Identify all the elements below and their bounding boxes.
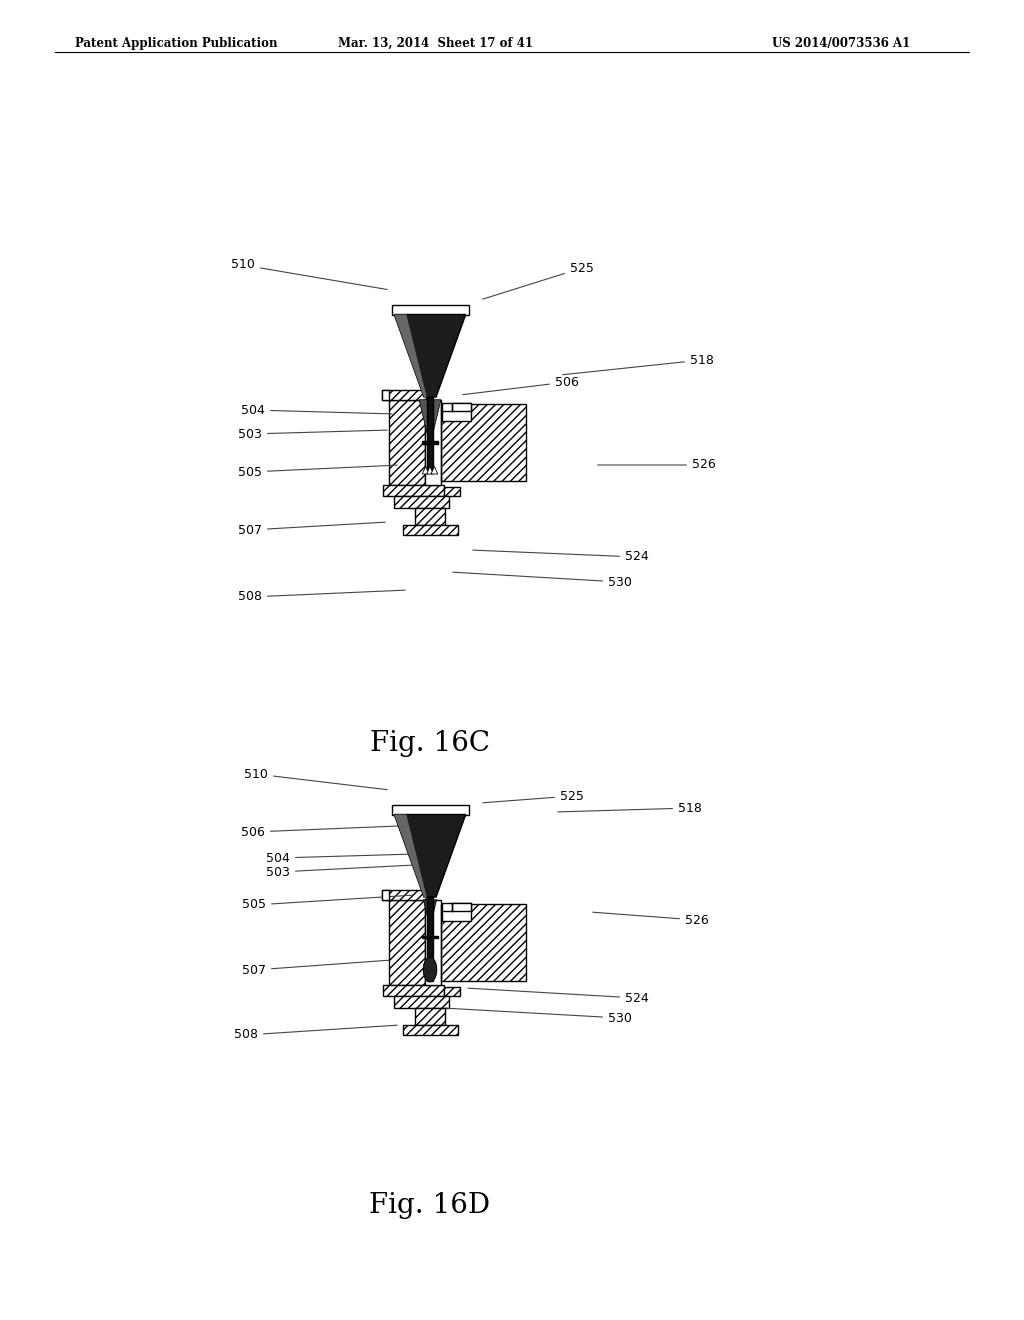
Text: 530: 530 (445, 1008, 632, 1024)
Polygon shape (402, 524, 458, 535)
Text: Mar. 13, 2014  Sheet 17 of 41: Mar. 13, 2014 Sheet 17 of 41 (338, 37, 532, 50)
Text: 526: 526 (598, 458, 716, 471)
Polygon shape (394, 314, 466, 397)
Polygon shape (423, 900, 436, 916)
Polygon shape (443, 487, 460, 496)
Text: 525: 525 (482, 789, 584, 803)
Text: Fig. 16D: Fig. 16D (370, 1192, 490, 1218)
Text: 525: 525 (482, 261, 594, 300)
Text: 507: 507 (242, 960, 389, 977)
Polygon shape (422, 466, 429, 474)
Polygon shape (389, 900, 425, 985)
Polygon shape (394, 997, 450, 1008)
Text: 518: 518 (558, 801, 701, 814)
Polygon shape (452, 403, 471, 411)
Text: 508: 508 (234, 1026, 397, 1041)
Text: 508: 508 (238, 590, 406, 603)
Polygon shape (441, 904, 526, 981)
Polygon shape (431, 466, 437, 474)
Text: 526: 526 (593, 912, 709, 927)
Text: 506: 506 (463, 375, 579, 395)
Polygon shape (442, 903, 471, 920)
Polygon shape (425, 900, 441, 985)
Text: 503: 503 (266, 865, 413, 879)
Text: 504: 504 (266, 851, 413, 865)
Text: 524: 524 (473, 550, 649, 564)
Polygon shape (443, 986, 460, 997)
Text: 510: 510 (231, 259, 387, 289)
Polygon shape (427, 898, 433, 981)
Polygon shape (383, 985, 443, 997)
Polygon shape (394, 814, 427, 898)
Polygon shape (391, 805, 469, 814)
Text: 524: 524 (468, 989, 649, 1005)
Polygon shape (415, 508, 445, 524)
Polygon shape (389, 400, 425, 484)
Polygon shape (425, 400, 441, 484)
Text: Patent Application Publication: Patent Application Publication (75, 37, 278, 50)
Text: 506: 506 (241, 825, 419, 838)
Polygon shape (441, 404, 526, 480)
Polygon shape (394, 496, 450, 508)
Polygon shape (382, 890, 429, 900)
Polygon shape (383, 484, 443, 496)
Polygon shape (422, 936, 437, 939)
Polygon shape (382, 389, 389, 400)
Polygon shape (419, 400, 441, 434)
Polygon shape (415, 1008, 445, 1024)
Text: 504: 504 (241, 404, 392, 417)
Text: 518: 518 (563, 354, 714, 375)
Text: 510: 510 (244, 767, 387, 789)
Polygon shape (442, 403, 471, 421)
Text: Fig. 16C: Fig. 16C (370, 730, 490, 756)
Polygon shape (402, 1024, 458, 1035)
Polygon shape (394, 814, 466, 898)
Text: 505: 505 (238, 465, 397, 479)
Text: 530: 530 (453, 572, 632, 589)
Text: US 2014/0073536 A1: US 2014/0073536 A1 (772, 37, 910, 50)
Text: 507: 507 (238, 523, 385, 536)
Text: 505: 505 (242, 895, 413, 912)
Polygon shape (391, 305, 469, 314)
Polygon shape (427, 466, 433, 474)
Polygon shape (382, 890, 389, 900)
Polygon shape (422, 441, 438, 444)
Polygon shape (427, 397, 433, 469)
Polygon shape (382, 389, 429, 400)
Polygon shape (452, 903, 471, 911)
Text: 503: 503 (239, 428, 387, 441)
Polygon shape (394, 314, 427, 397)
Polygon shape (423, 957, 436, 982)
